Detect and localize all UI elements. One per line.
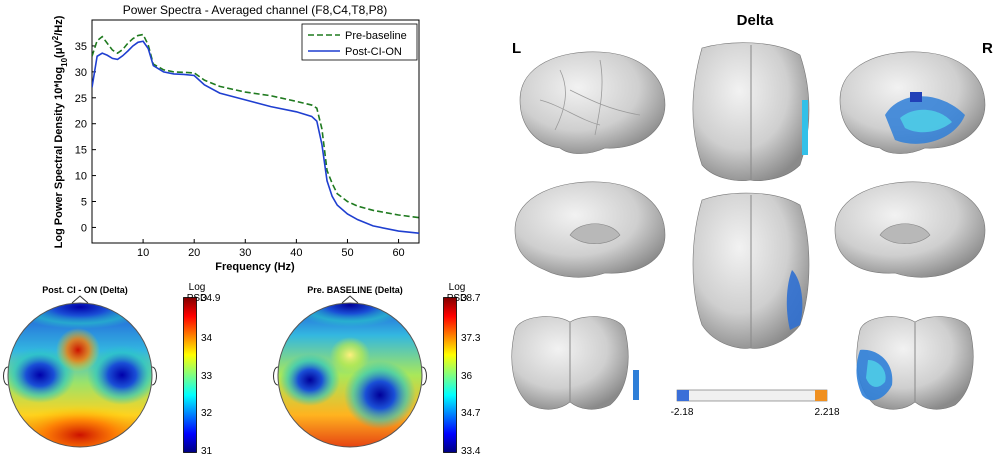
- spectra-title: Power Spectra - Averaged channel (F8,C4,…: [122, 3, 388, 17]
- brain-renderings: -2.18 2.218: [511, 42, 986, 418]
- series-line-pre-baseline: [92, 33, 419, 219]
- spectra-chart: 10 20 30 40 50 60 0 5 10 15 20 25 30 35 Log Power Spe…: [51, 15, 420, 273]
- brain-colorbar: [676, 389, 828, 402]
- colorbar-pre-tick-3: 34.7: [461, 408, 481, 419]
- y-tick-label-2: 10: [75, 171, 87, 183]
- colorbar-post-tick-4: 31: [201, 446, 213, 457]
- y-tick-label-1: 5: [81, 197, 87, 209]
- y-tick-label-3: 15: [75, 145, 87, 157]
- y-axis-label: Log Power Spectral Density 10*log10(μV2/…: [51, 15, 69, 248]
- x-tick-label-3: 40: [290, 247, 302, 259]
- colorbar-pre: [443, 297, 457, 453]
- left-hemisphere-label: L: [512, 40, 522, 57]
- colorbar-pre-tick-0: 38.7: [461, 293, 481, 304]
- brain-colorbar-max: 2.218: [814, 407, 839, 418]
- x-tick-label-0: 10: [137, 247, 149, 259]
- colorbar-label-post: Log PSD: [186, 282, 208, 304]
- topo-map-post: [3, 295, 157, 448]
- colorbar-post-tick-0: 34.9: [201, 293, 221, 304]
- topo-title-post: Post. CI - ON (Delta): [42, 285, 128, 295]
- legend-label-pre: Pre-baseline: [345, 30, 407, 42]
- x-tick-label-1: 20: [188, 247, 200, 259]
- colorbar-label-pre: Log PSD: [446, 282, 468, 304]
- legend-label-post: Post-CI-ON: [345, 46, 402, 58]
- topo-title-pre: Pre. BASELINE (Delta): [307, 285, 403, 295]
- y-tick-label-0: 0: [81, 222, 87, 234]
- x-tick-label-2: 30: [239, 247, 251, 259]
- colorbar-post: [183, 297, 197, 453]
- x-axis-label: Frequency (Hz): [215, 261, 295, 273]
- colorbar-post-tick-2: 33: [201, 371, 213, 382]
- right-hemisphere-label: R: [982, 40, 993, 57]
- colorbar-pre-tick-2: 36: [461, 371, 473, 382]
- series-line-post-ci-on: [92, 40, 419, 234]
- brain-colorbar-min: -2.18: [671, 407, 694, 418]
- y-tick-label-7: 35: [75, 41, 87, 53]
- x-tick-label-5: 60: [392, 247, 404, 259]
- colorbar-post-tick-1: 34: [201, 333, 213, 344]
- topo-map-pre: [273, 295, 427, 448]
- brain-left-lateral: [519, 51, 666, 154]
- brain-panel-title: Delta: [736, 12, 774, 29]
- y-tick-label-4: 20: [75, 119, 87, 131]
- legend: Pre-baseline Post-CI-ON: [301, 23, 418, 61]
- y-tick-label-6: 30: [75, 67, 87, 79]
- y-tick-label-5: 25: [75, 93, 87, 105]
- colorbar-pre-tick-1: 37.3: [461, 333, 481, 344]
- colorbar-post-tick-3: 32: [201, 408, 213, 419]
- x-tick-label-4: 50: [341, 247, 353, 259]
- colorbar-pre-tick-4: 33.4: [461, 446, 481, 457]
